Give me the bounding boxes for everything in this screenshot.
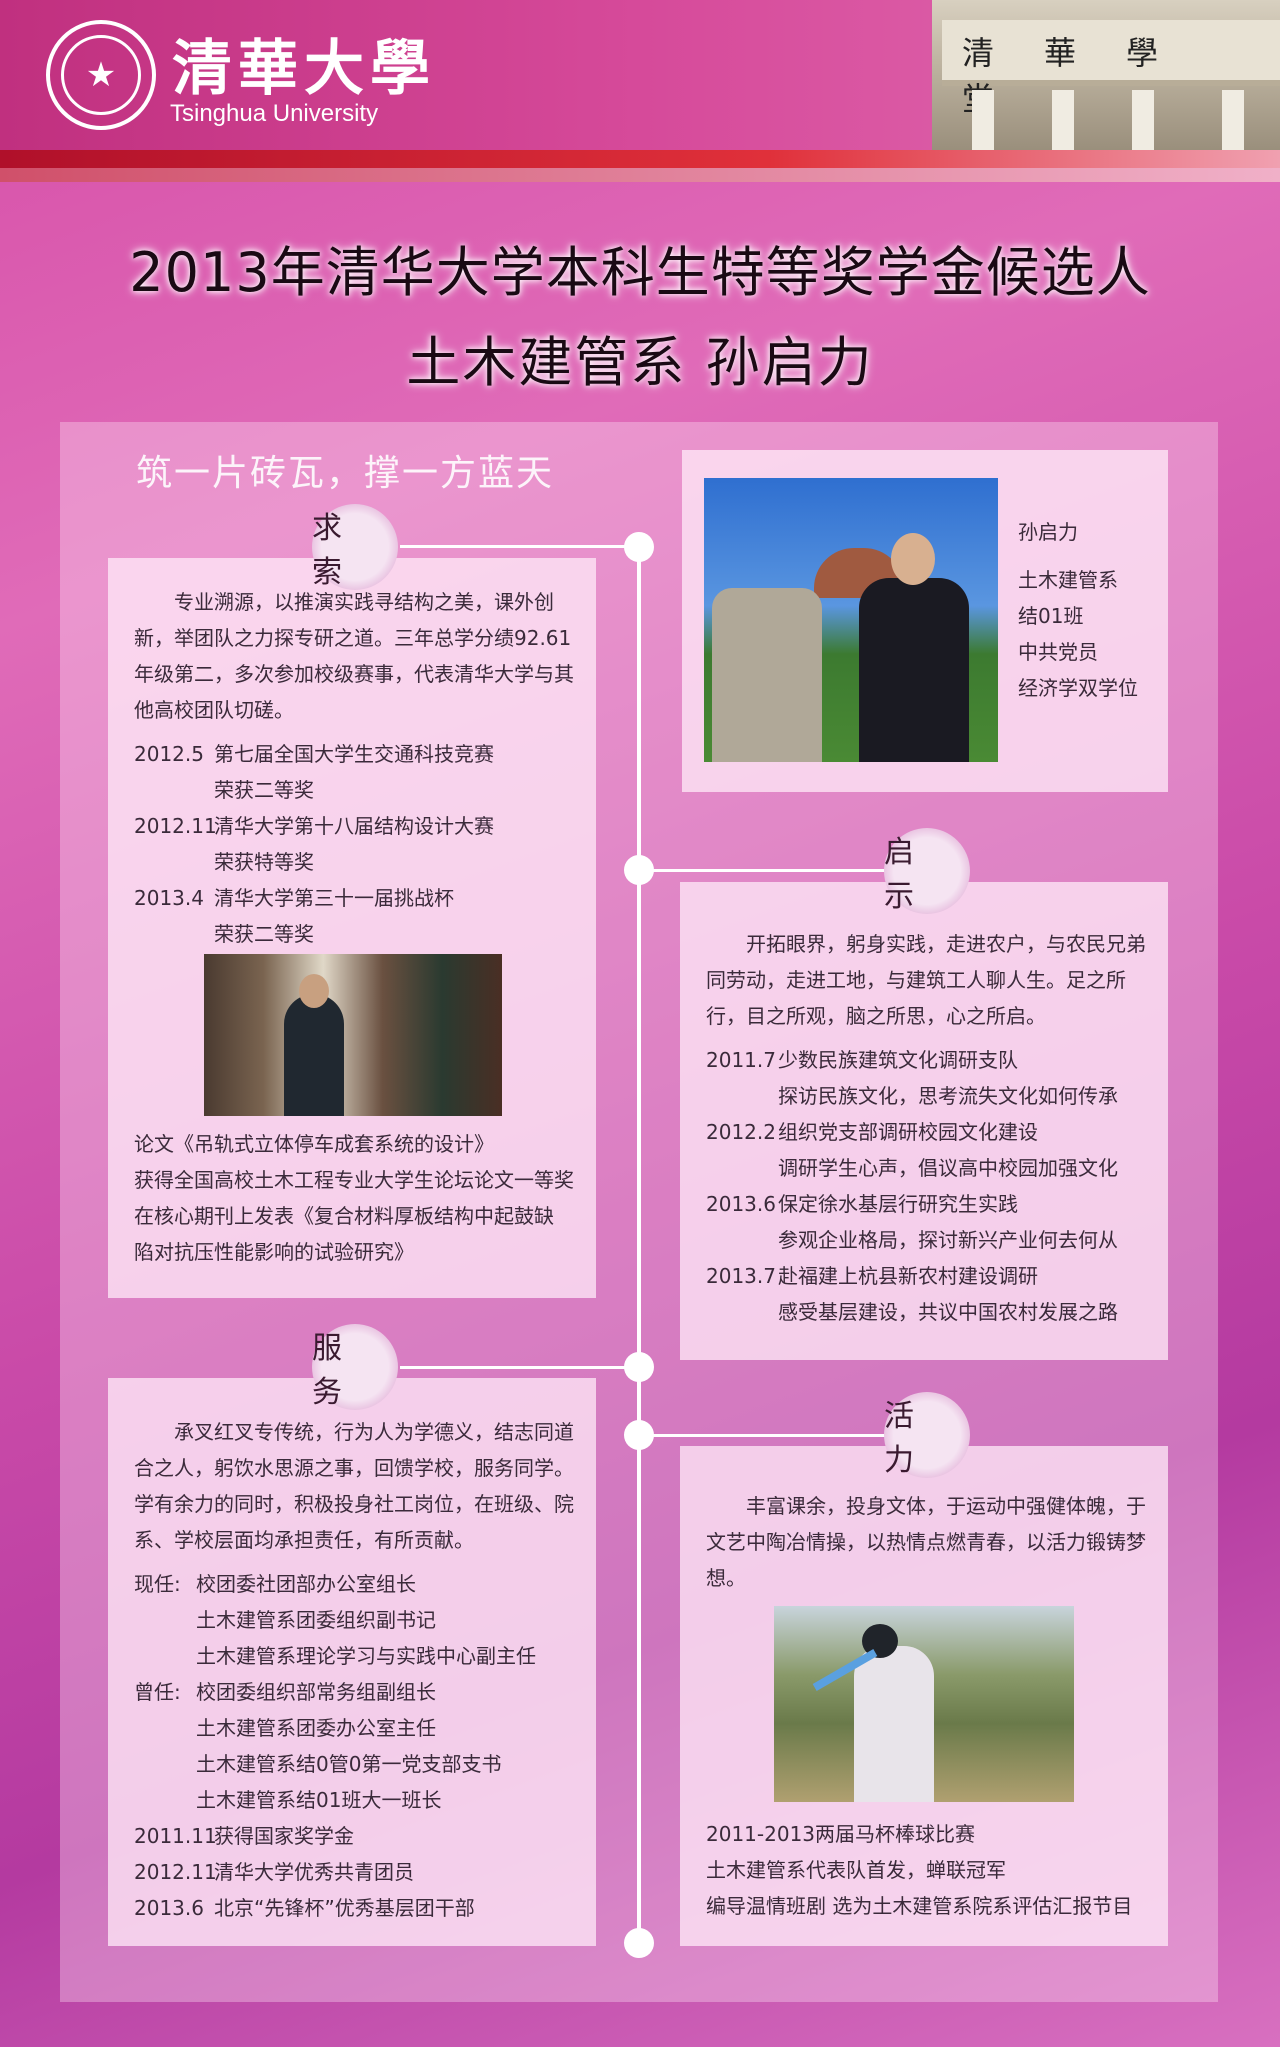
timeline-line: [637, 545, 641, 1943]
profile-info: 孙启力 土木建管系 结01班 中共党员 经济学双学位: [1018, 514, 1168, 706]
former-label: 曾任:: [134, 1680, 181, 1704]
huoli-line: 编导温情班剧 选为土木建管系院系评估汇报节目: [706, 1894, 1133, 1918]
award-result: 荣获特等奖: [214, 850, 314, 874]
huoli-intro: 丰富课余，投身文体，于运动中强健体魄，于文艺中陶冶情操，以热情点燃青春，以活力锻…: [706, 1494, 1146, 1590]
activity-year: 2013.6: [706, 1192, 776, 1216]
activity-detail: 探访民族文化，思考流失文化如何传承: [778, 1084, 1118, 1108]
former-role: 土木建管系团委办公室主任: [196, 1716, 436, 1740]
activity-year: 2011.7: [706, 1048, 776, 1072]
candidate-name-title: 土木建管系 孙启力: [406, 331, 874, 394]
header-stripe: [0, 150, 1280, 168]
profile-class: 结01班: [1018, 604, 1084, 628]
paper-line: 在核心期刊上发表《复合材料厚板结构中起鼓缺: [134, 1204, 554, 1228]
award-year: 2012.11: [134, 814, 217, 838]
honor-text: 获得国家奖学金: [214, 1824, 354, 1848]
fuwu-section: [108, 1378, 596, 1946]
activity-year: 2013.7: [706, 1264, 776, 1288]
huoli-line: 土木建管系代表队首发，蝉联冠军: [706, 1858, 1006, 1882]
qishi-heading: 启 示: [884, 828, 970, 914]
honor-text: 清华大学优秀共青团员: [214, 1860, 414, 1884]
award-event: 第七届全国大学生交通科技竞赛: [214, 742, 494, 766]
fuwu-intro: 承叉红叉专传统，行为人为学德义，结志同道合之人，躬饮水思源之事，回馈学校，服务同…: [134, 1420, 574, 1552]
qiusuo-papers: 论文《吊轨式立体停车成套系统的设计》 获得全国高校土木工程专业大学生论坛论文一等…: [134, 1126, 584, 1270]
connector: [400, 1366, 630, 1369]
huoli-heading: 活 力: [884, 1392, 970, 1478]
fuwu-heading: 服 务: [312, 1324, 398, 1410]
profile-party: 中共党员: [1018, 640, 1098, 664]
qiusuo-section: [108, 558, 596, 1298]
qiusuo-intro: 专业溯源，以推演实践寻结构之美，课外创新，举团队之力探专研之道。三年总学分绩92…: [134, 590, 574, 722]
motto: 筑一片砖瓦，撑一方蓝天: [136, 453, 555, 494]
qishi-intro: 开拓眼界，躬身实践，走进农户，与农民兄弟同劳动，走进工地，与建筑工人聊人生。足之…: [706, 932, 1146, 1028]
award-result: 荣获二等奖: [214, 922, 314, 946]
connector: [650, 869, 890, 872]
connector: [400, 545, 630, 548]
huoli-content: 丰富课余，投身文体，于运动中强健体魄，于文艺中陶冶情操，以热情点燃青春，以活力锻…: [706, 1488, 1146, 1596]
profile-dept: 土木建管系: [1018, 568, 1118, 592]
former-role: 校团委组织部常务组副组长: [196, 1680, 436, 1704]
award-event: 清华大学第十八届结构设计大赛: [214, 814, 494, 838]
timeline-dot: [624, 1928, 654, 1958]
activity-detail: 参观企业格局，探讨新兴产业何去何从: [778, 1228, 1118, 1252]
library-photo: [204, 954, 502, 1116]
current-role: 土木建管系团委组织副书记: [196, 1608, 436, 1632]
connector: [650, 1434, 890, 1437]
building-photo: 清華學堂: [932, 0, 1280, 150]
activity-event: 赴福建上杭县新农村建设调研: [778, 1264, 1038, 1288]
award-year: 2013.4: [134, 886, 204, 910]
qishi-content: 开拓眼界，躬身实践，走进农户，与农民兄弟同劳动，走进工地，与建筑工人聊人生。足之…: [706, 926, 1146, 1330]
qiusuo-content: 专业溯源，以推演实践寻结构之美，课外创新，举团队之力探专研之道。三年总学分绩92…: [134, 584, 574, 952]
qiusuo-heading: 求 索: [312, 504, 398, 590]
profile-name: 孙启力: [1018, 520, 1078, 544]
award-result: 荣获二等奖: [214, 778, 314, 802]
former-role: 土木建管系结0管0第一党支部支书: [196, 1752, 502, 1776]
tsinghua-seal-icon: ★: [46, 20, 156, 130]
activity-event: 保定徐水基层行研究生实践: [778, 1192, 1018, 1216]
honor-year: 2012.11: [134, 1860, 217, 1884]
page-title: 2013年清华大学本科生特等奖学金候选人: [129, 241, 1151, 304]
honor-year: 2011.11: [134, 1824, 217, 1848]
activity-detail: 调研学生心声，倡议高中校园加强文化: [778, 1156, 1118, 1180]
qishi-section: [680, 882, 1168, 1360]
baseball-photo: [774, 1606, 1074, 1802]
timeline-dot: [624, 1420, 654, 1450]
activity-event: 少数民族建筑文化调研支队: [778, 1048, 1018, 1072]
header-stripe-light: [0, 168, 1280, 182]
logo-english: Tsinghua University: [170, 100, 379, 127]
timeline-dot: [624, 855, 654, 885]
activity-year: 2012.2: [706, 1120, 776, 1144]
paper-line: 获得全国高校土木工程专业大学生论坛论文一等奖: [134, 1168, 574, 1192]
huoli-lines: 2011-2013两届马杯棒球比赛 土木建管系代表队首发，蝉联冠军 编导温情班剧…: [706, 1816, 1156, 1924]
building-sign: 清華學堂: [962, 34, 1209, 118]
honor-year: 2013.6: [134, 1896, 204, 1920]
fuwu-content: 承叉红叉专传统，行为人为学德义，结志同道合之人，躬饮水思源之事，回馈学校，服务同…: [134, 1414, 574, 1926]
activity-detail: 感受基层建设，共议中国农村发展之路: [778, 1300, 1118, 1324]
current-role: 校团委社团部办公室组长: [196, 1572, 416, 1596]
paper-line: 陷对抗压性能影响的试验研究》: [134, 1240, 414, 1264]
current-role: 土木建管系理论学习与实践中心副主任: [196, 1644, 536, 1668]
logo-chinese: 清華大學: [172, 34, 436, 104]
activity-event: 组织党支部调研校园文化建设: [778, 1120, 1038, 1144]
current-label: 现任:: [134, 1572, 181, 1596]
honor-text: 北京“先锋杯”优秀基层团干部: [214, 1896, 475, 1920]
former-role: 土木建管系结01班大一班长: [196, 1788, 442, 1812]
award-event: 清华大学第三十一届挑战杯: [214, 886, 454, 910]
profile-degree: 经济学双学位: [1018, 676, 1138, 700]
huoli-line: 2011-2013两届马杯棒球比赛: [706, 1822, 976, 1846]
portrait-photo: [704, 478, 998, 762]
award-year: 2012.5: [134, 742, 204, 766]
paper-line: 论文《吊轨式立体停车成套系统的设计》: [134, 1132, 494, 1156]
